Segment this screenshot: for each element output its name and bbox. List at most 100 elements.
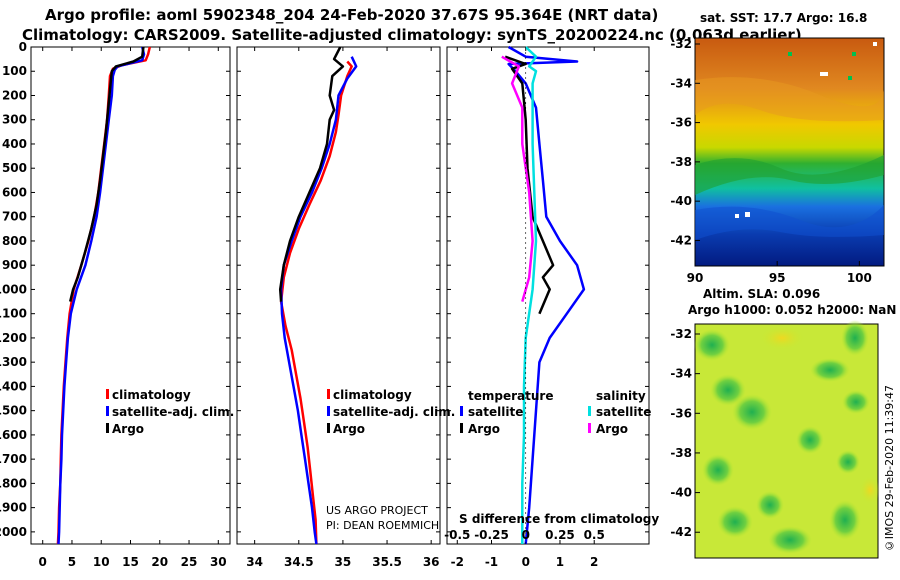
title-line-1: Argo profile: aoml 5902348_204 24-Feb-20… (45, 6, 659, 24)
legend-label-argo: Argo (333, 422, 365, 436)
depth-tick-label: 200 (2, 88, 27, 102)
map-y-tick-label: -32 (670, 327, 692, 341)
depth-tick-label: 1300 (0, 355, 27, 369)
depth-tick-label: 700 (2, 210, 27, 224)
legend-swatch-satellite (327, 406, 330, 416)
temperature-panel (30, 46, 231, 545)
map-x-tick-label: 95 (769, 271, 786, 285)
title-line-2: Climatology: CARS2009. Satellite-adjuste… (22, 26, 802, 44)
sla-map (694, 320, 880, 559)
sla-map-y-axis: -32 -34 -36 -38 -40 -42 (670, 327, 700, 539)
series-line (521, 46, 538, 544)
x-tick-label: 20 (151, 555, 168, 569)
x-tick-label: 10 (93, 555, 110, 569)
map-x-tick-label: 100 (847, 271, 872, 285)
legend-swatch-temp-satellite (460, 406, 463, 416)
series-line (68, 46, 145, 302)
map-y-tick-label: -34 (670, 76, 692, 90)
series-line (507, 45, 586, 545)
x-tick-label: 35 (335, 555, 352, 569)
x-tick-label: 0 (39, 555, 47, 569)
difference-x-axis: -2 -1 0 1 2 (451, 47, 598, 569)
depth-tick-label: 500 (2, 161, 27, 175)
salinity-diff-tick-label: -0.5 (444, 528, 470, 542)
depth-tick-label: 900 (2, 258, 27, 272)
salinity-diff-tick-label: 0 (522, 528, 530, 542)
difference-salinity-ticks: -0.5 -0.25 0 0.25 0.5 (444, 528, 605, 542)
legend-label-climatology: climatology (112, 388, 191, 402)
map-y-tick-label: -32 (670, 37, 692, 51)
depth-axis: 0 100 200 300 400 500 600 700 800 900 1000 1100 1200… (0, 40, 649, 539)
series-line (57, 46, 146, 545)
temperature-series (56, 46, 152, 545)
depth-tick-label: 1100 (0, 307, 27, 321)
x-tick-label: 34 (246, 555, 263, 569)
difference-legend: temperature salinity satellite Argo sate… (460, 389, 651, 436)
depth-tick-label: 800 (2, 234, 27, 248)
legend-swatch-argo (106, 423, 109, 433)
sst-map (694, 37, 885, 267)
sla-map-title-2: Argo h1000: 0.052 h2000: NaN (688, 303, 896, 317)
sla-map-title-1: Altim. SLA: 0.096 (703, 287, 820, 301)
map-y-tick-label: -42 (670, 233, 692, 247)
depth-tick-label: 300 (2, 113, 27, 127)
depth-tick-label: 2000 (0, 525, 27, 539)
x-tick-label: 1 (556, 555, 564, 569)
salinity-legend: climatology satellite-adj. clim. Argo (327, 388, 455, 436)
map-x-tick-label: 90 (687, 271, 704, 285)
map-y-tick-label: -36 (670, 406, 692, 420)
salinity-diff-tick-label: -0.25 (474, 528, 509, 542)
x-tick-label: 34.5 (284, 555, 314, 569)
depth-tick-label: 400 (2, 137, 27, 151)
series-line (501, 55, 534, 302)
salinity-x-axis: 34 34.5 35 35.5 36 (246, 47, 440, 569)
depth-tick-label: 1900 (0, 501, 27, 515)
legend-swatch-argo (327, 423, 330, 433)
temperature-x-axis: 0 5 10 15 20 25 30 (39, 47, 227, 569)
map-y-tick-label: -34 (670, 367, 692, 381)
depth-tick-label: 1000 (0, 282, 27, 296)
x-tick-label: -2 (451, 555, 464, 569)
project-label: US ARGO PROJECT (326, 504, 428, 517)
map-y-tick-label: -40 (670, 194, 692, 208)
legend-header-salinity: salinity (596, 389, 646, 403)
sst-map-title: sat. SST: 17.7 Argo: 16.8 (700, 11, 867, 25)
map-y-tick-label: -38 (670, 155, 692, 169)
legend-label-satellite: satellite-adj. clim. (333, 405, 455, 419)
legend-label-argo: Argo (112, 422, 144, 436)
legend-label-sal-argo: Argo (596, 422, 628, 436)
x-tick-label: -1 (485, 555, 498, 569)
map-y-tick-label: -42 (670, 525, 692, 539)
sst-map-x-axis: 90 95 100 (687, 261, 872, 285)
x-tick-label: 2 (590, 555, 598, 569)
salinity-diff-tick-label: 0.5 (584, 528, 605, 542)
legend-swatch-satellite (106, 406, 109, 416)
legend-label-temp-argo: Argo (468, 422, 500, 436)
salinity-diff-tick-label: 0.25 (545, 528, 575, 542)
x-tick-label: 35.5 (372, 555, 402, 569)
difference-axis-title: S difference from climatology (459, 512, 659, 526)
series-line (278, 46, 345, 302)
depth-tick-label: 1800 (0, 476, 27, 490)
x-tick-label: 0 (522, 555, 530, 569)
legend-label-satellite: satellite-adj. clim. (112, 405, 234, 419)
x-tick-label: 15 (122, 555, 139, 569)
x-tick-label: 36 (423, 555, 440, 569)
legend-label-temp-satellite: satellite (468, 405, 523, 419)
legend-swatch-climatology (327, 389, 330, 399)
x-tick-label: 30 (210, 555, 227, 569)
temperature-legend: climatology satellite-adj. clim. Argo (106, 388, 234, 436)
salinity-panel (236, 46, 441, 545)
map-y-tick-label: -40 (670, 486, 692, 500)
map-y-tick-label: -38 (670, 446, 692, 460)
depth-tick-label: 600 (2, 185, 27, 199)
legend-swatch-sal-satellite (588, 406, 591, 416)
imos-credit: ©IMOS 29-Feb-2020 11:39:47 (883, 384, 896, 552)
legend-swatch-sal-argo (588, 423, 591, 433)
x-tick-label: 25 (181, 555, 198, 569)
legend-swatch-temp-argo (460, 423, 463, 433)
depth-tick-label: 0 (19, 40, 27, 54)
depth-tick-label: 1600 (0, 428, 27, 442)
legend-label-sal-satellite: satellite (596, 405, 651, 419)
